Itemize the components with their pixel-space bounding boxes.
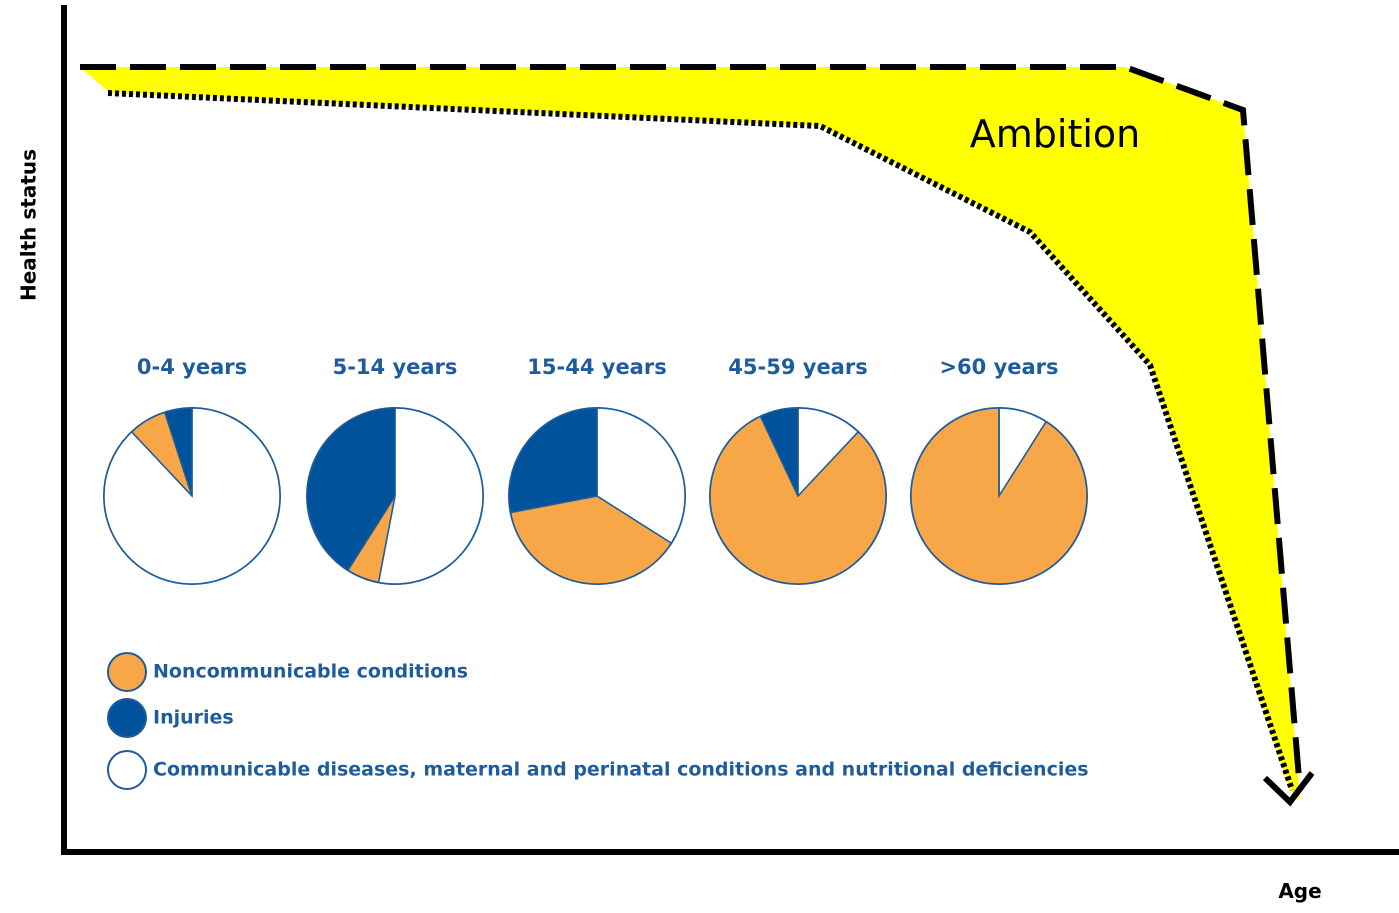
- legend-swatch: [107, 698, 147, 738]
- current-curve: [107, 90, 1295, 791]
- pie-slice: [163, 407, 193, 497]
- pie-slice: [508, 407, 598, 514]
- pie-title: >60 years: [939, 355, 1058, 379]
- legend-swatch: [107, 750, 147, 790]
- pies: 0-4 years 5-14 years 15-44 years 45-59 year…: [103, 355, 1088, 585]
- pie-slice: [797, 407, 860, 498]
- pie-title: 45-59 years: [728, 355, 867, 379]
- pie-slice: [377, 407, 484, 585]
- pie-title: 0-4 years: [137, 355, 247, 379]
- pie-slice: [509, 495, 673, 585]
- target-curve: [80, 64, 1303, 791]
- pie-title: 5-14 years: [333, 355, 458, 379]
- y-axis-label: Health status: [17, 149, 41, 301]
- x-axis-label: Age: [1278, 879, 1321, 903]
- pie-slice: [306, 407, 396, 572]
- pie-title: 15-44 years: [527, 355, 666, 379]
- arrow-head: [1262, 771, 1315, 807]
- pie-slice: [759, 407, 799, 497]
- legend-label: Injuries: [153, 707, 234, 729]
- legend-label: Noncommunicable conditions: [153, 661, 468, 683]
- annotation: Ambition: [970, 112, 1140, 156]
- legend-swatch: [107, 652, 147, 692]
- pie-slice: [709, 415, 887, 585]
- ambition-area: [80, 67, 1300, 800]
- legend: Noncommunicable conditions Injuries Commun…: [107, 652, 1089, 790]
- legend-label: Communicable diseases, maternal and peri…: [153, 759, 1089, 781]
